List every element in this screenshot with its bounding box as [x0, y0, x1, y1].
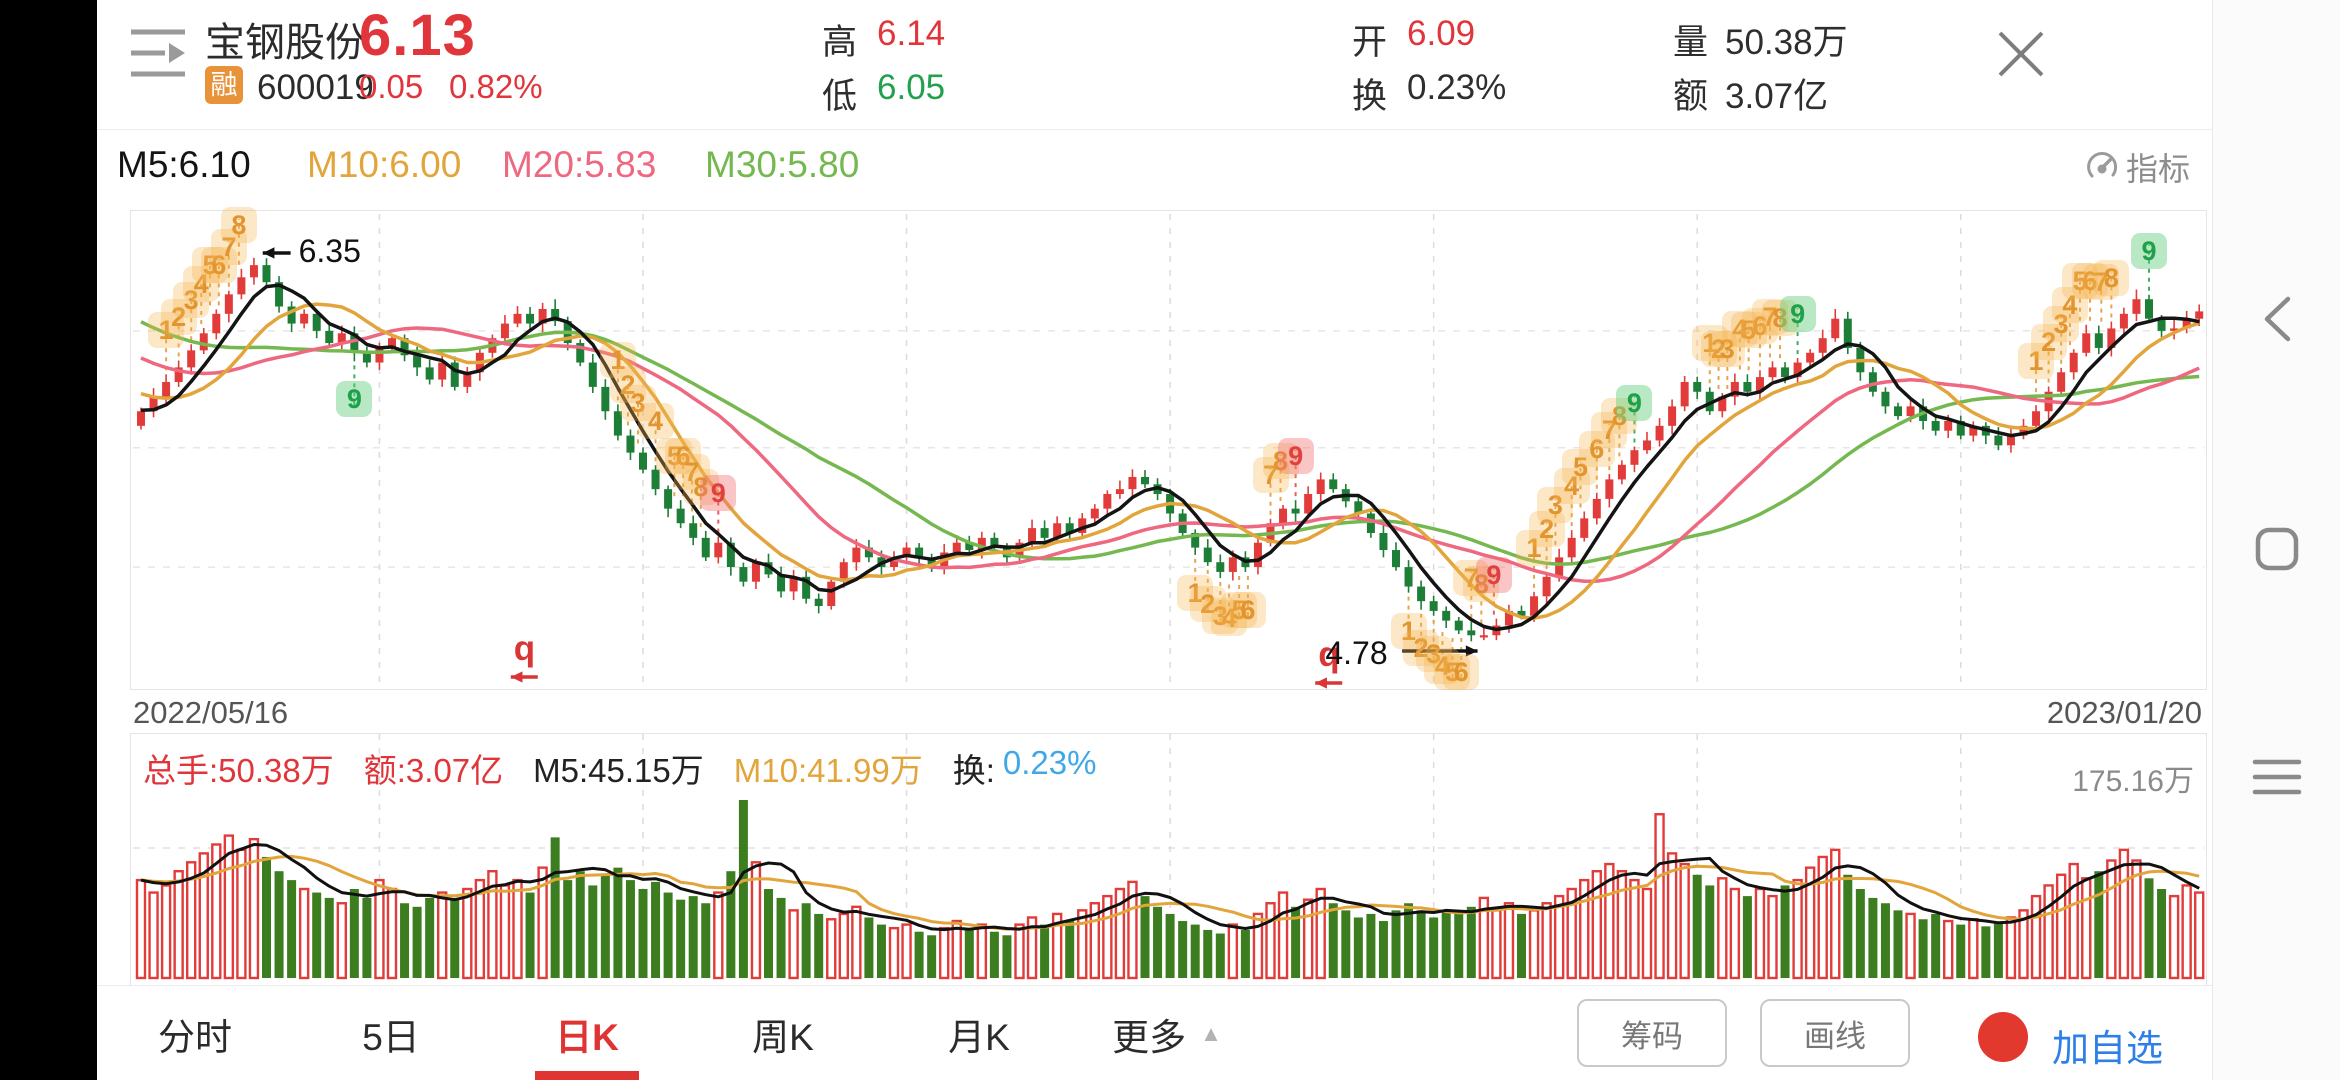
record-dot-icon[interactable]	[1978, 1012, 2028, 1080]
tab-daily-k[interactable]: 日K	[489, 986, 685, 1080]
date-axis: 2022/05/16 2023/01/20	[130, 691, 2205, 731]
ma30-legend: M30:5.80	[705, 144, 860, 185]
total-volume: 总手:50.38万	[143, 752, 334, 789]
ma10-legend: M10:6.00	[307, 144, 462, 185]
open-label: 开	[1352, 23, 1388, 62]
indicator-button[interactable]: 指标	[2084, 144, 2190, 190]
vol-turnover-label: 换:	[952, 752, 995, 789]
drawline-button[interactable]: 画线	[1760, 999, 1910, 1067]
close-icon[interactable]	[1995, 28, 2047, 80]
start-date: 2022/05/16	[133, 695, 289, 730]
low-value: 6.05	[877, 68, 946, 107]
chips-button[interactable]: 筹码	[1577, 999, 1727, 1067]
tab-more[interactable]: 更多 ▲	[1112, 1016, 1222, 1058]
tab-weekly-k[interactable]: 周K	[752, 1016, 814, 1058]
back-icon[interactable]	[2258, 293, 2296, 345]
vol-ma5: M5:45.15万	[533, 752, 704, 789]
open-value: 6.09	[1407, 14, 1476, 53]
price-change-pct: 0.82%	[449, 68, 543, 105]
volume-max-label: 175.16万	[2072, 765, 2194, 798]
stock-header: 宝钢股份 融 600019 6.13 0.05 0.82% 高 6.14 低 6…	[97, 0, 2212, 130]
chevron-up-icon: ▲	[1200, 1020, 1222, 1046]
end-date: 2023/01/20	[2046, 695, 2202, 730]
high-value: 6.14	[877, 14, 946, 53]
volume-legend-row: 总手:50.38万 额:3.07亿 M5:45.15万 M10:41.99万 换…	[143, 744, 1096, 792]
switch-stock-icon[interactable]	[127, 22, 191, 84]
price-change: 0.05	[359, 68, 424, 105]
ma5-legend: M5:6.10	[117, 144, 251, 185]
volume-chart[interactable]: 总手:50.38万 额:3.07亿 M5:45.15万 M10:41.99万 换…	[130, 733, 2207, 986]
low-label: 低	[822, 77, 858, 116]
ma20-legend: M20:5.83	[502, 144, 657, 185]
current-price: 6.13	[359, 3, 476, 68]
high-label: 高	[822, 23, 858, 62]
tab-5day[interactable]: 5日	[362, 1016, 420, 1058]
amount-value: 3.07亿	[1725, 77, 1829, 116]
amount-label: 额	[1673, 77, 1709, 116]
home-square-icon[interactable]	[2252, 524, 2302, 574]
tab-monthly-k[interactable]: 月K	[948, 1016, 1010, 1058]
turnover-label: 换	[1352, 77, 1388, 116]
volume-label: 量	[1673, 23, 1709, 62]
system-nav-strip	[2212, 0, 2340, 1080]
margin-badge: 融	[205, 66, 243, 104]
vol-turnover-value: 0.23%	[1002, 744, 1097, 781]
gauge-icon	[2087, 152, 2118, 178]
total-amount: 额:3.07亿	[363, 752, 504, 789]
vol-ma10: M10:41.99万	[733, 752, 923, 789]
left-cutout-strip	[0, 0, 97, 1080]
stock-code: 600019	[257, 68, 374, 107]
tab-fenshi[interactable]: 分时	[158, 1016, 232, 1058]
ma-legend-row: M5:6.10 M10:6.00 M20:5.83 M30:5.80 指标	[97, 132, 2212, 204]
volume-value: 50.38万	[1725, 23, 1848, 62]
turnover-value: 0.23%	[1407, 68, 1507, 107]
indicator-label: 指标	[2125, 151, 2190, 187]
stock-name: 宝钢股份	[205, 21, 365, 65]
add-watchlist-button[interactable]: 加自选	[2052, 1028, 2163, 1069]
recents-menu-icon[interactable]	[2252, 756, 2302, 798]
app-content: 宝钢股份 融 600019 6.13 0.05 0.82% 高 6.14 低 6…	[97, 0, 2212, 1080]
